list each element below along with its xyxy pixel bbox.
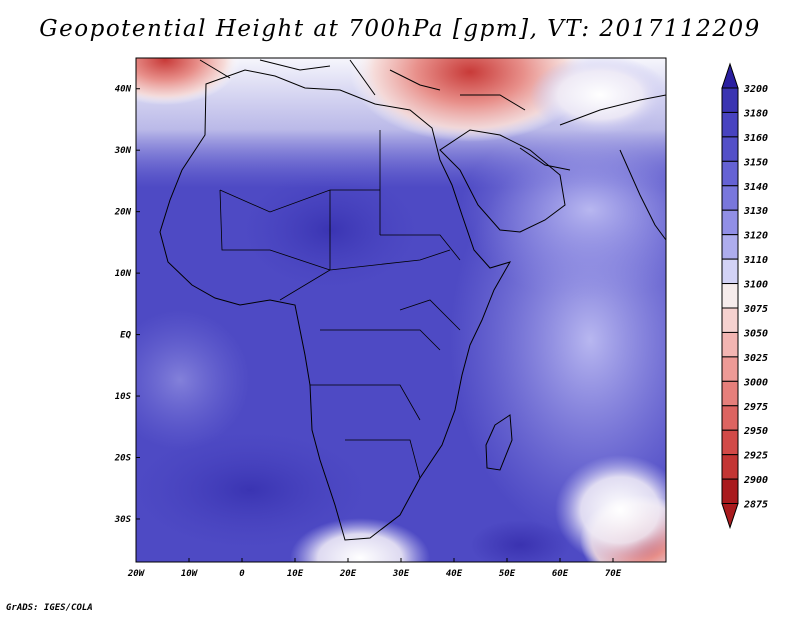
field-se-core bbox=[470, 520, 570, 562]
colorbar-swatch bbox=[721, 429, 739, 456]
field-white-se bbox=[555, 455, 666, 562]
lon-label: 50E bbox=[499, 569, 516, 579]
lon-axis: 20W 10W 0 10E 20E 30E 40E 50E 60E 70E bbox=[127, 558, 622, 579]
colorbar-label: 3140 bbox=[743, 182, 768, 193]
colorbar-swatch bbox=[721, 331, 739, 358]
persian-gulf bbox=[519, 94, 667, 171]
colorbar: 3200 3180 3160 3150 3140 3130 3120 3110 3100 3075… bbox=[721, 62, 768, 530]
lat-label: 30N bbox=[114, 146, 132, 156]
lon-label: 0 bbox=[239, 569, 245, 579]
colorbar-swatch bbox=[721, 478, 739, 505]
colorbar-swatch bbox=[721, 136, 739, 162]
field-red-nw bbox=[136, 58, 240, 105]
colorbar-label: 2925 bbox=[743, 451, 768, 462]
lat-label: 30S bbox=[114, 515, 132, 525]
colorbar-swatch bbox=[721, 380, 739, 407]
colorbar-label: 3000 bbox=[743, 377, 768, 388]
india-coast bbox=[619, 149, 667, 241]
lat-label: 20N bbox=[114, 208, 132, 218]
colorbar-label: 3075 bbox=[743, 304, 768, 315]
lat-label: 20S bbox=[114, 454, 132, 464]
colorbar-label: 2975 bbox=[743, 402, 768, 413]
colorbar-swatch bbox=[721, 111, 739, 138]
lon-label: 40E bbox=[446, 569, 463, 579]
colorbar-swatch bbox=[721, 209, 739, 236]
colorbar-swatch bbox=[721, 405, 739, 431]
colorbar-label: 2900 bbox=[743, 475, 768, 486]
lat-label: 10N bbox=[115, 269, 132, 279]
field-atlantic-light bbox=[136, 310, 250, 450]
colorbar-swatch bbox=[721, 454, 739, 480]
lon-label: 20E bbox=[339, 569, 357, 579]
colorbar-label: 2875 bbox=[743, 500, 768, 511]
height-field bbox=[136, 58, 666, 562]
lat-label: EQ bbox=[120, 331, 131, 341]
colorbar-label: 3025 bbox=[743, 353, 768, 364]
lon-label: 70E bbox=[605, 569, 622, 579]
colorbar-label: 3200 bbox=[743, 84, 768, 95]
colorbar-label: 3050 bbox=[743, 328, 768, 339]
colorbar-label: 3150 bbox=[743, 157, 768, 168]
lon-label: 10E bbox=[287, 569, 304, 579]
lon-label: 60E bbox=[552, 569, 569, 579]
madagascar bbox=[485, 414, 513, 471]
lat-label: 10S bbox=[115, 392, 132, 402]
colorbar-label: 2950 bbox=[743, 426, 768, 437]
colorbar-bottom-arrow bbox=[721, 503, 739, 530]
colorbar-label: 3110 bbox=[743, 255, 768, 266]
lon-label: 30E bbox=[392, 569, 410, 579]
colorbar-swatch bbox=[721, 160, 739, 187]
colorbar-label: 3120 bbox=[743, 231, 768, 242]
lat-label: 40N bbox=[115, 85, 132, 95]
colorbar-swatch bbox=[721, 258, 739, 285]
colorbar-label: 3130 bbox=[743, 206, 768, 217]
colorbar-label: 3160 bbox=[743, 133, 768, 144]
colorbar-label: 3180 bbox=[743, 108, 768, 119]
footer-credit: GrADS: IGES/COLA bbox=[6, 603, 93, 613]
field-white-ne bbox=[530, 58, 666, 135]
red-sea-arabia bbox=[439, 129, 566, 233]
colorbar-swatch bbox=[721, 356, 739, 382]
colorbar-top-arrow bbox=[721, 62, 739, 89]
colorbar-label: 3100 bbox=[743, 280, 768, 291]
colorbar-swatch bbox=[721, 185, 739, 211]
colorbar-swatch bbox=[721, 87, 739, 113]
lat-axis: 40N 30N 20N 10N EQ 10S 20S 30S bbox=[114, 85, 140, 525]
field-red-turkey bbox=[350, 58, 590, 142]
lon-label: 10W bbox=[181, 569, 199, 579]
field-white-south bbox=[290, 518, 430, 562]
colorbar-swatch bbox=[721, 283, 739, 309]
coastlines bbox=[159, 59, 667, 541]
colorbar-swatch bbox=[721, 307, 739, 333]
chart-title: Geopotential Height at 700hPa [gpm], VT:… bbox=[39, 16, 761, 42]
colorbar-swatch bbox=[721, 234, 739, 260]
lon-label: 20W bbox=[127, 569, 146, 579]
europe-coast bbox=[199, 59, 526, 111]
borders bbox=[219, 130, 461, 479]
field-south-core bbox=[136, 430, 370, 550]
